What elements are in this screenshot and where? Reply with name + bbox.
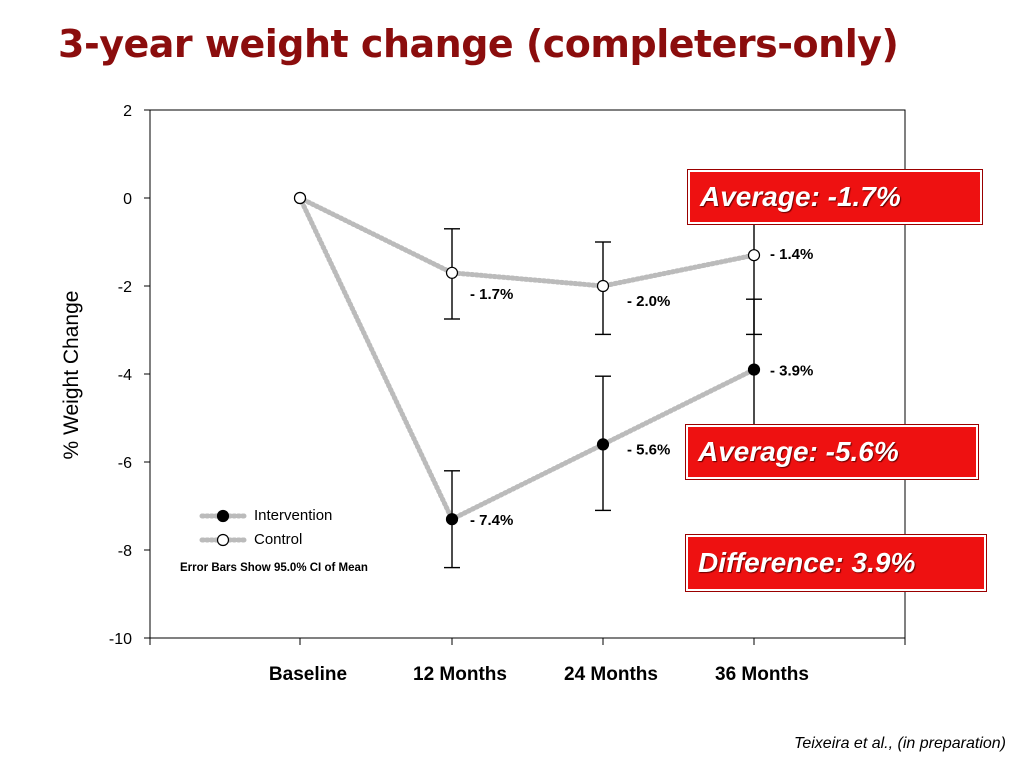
- series-line-intervention: [297, 195, 757, 523]
- data-point-intervention: [596, 438, 610, 451]
- callout-average-control: Average: -1.7%: [688, 170, 982, 224]
- y-tick-label: -10: [109, 631, 132, 648]
- series-line-control: [297, 195, 757, 289]
- x-tick-label: 12 Months: [413, 664, 507, 685]
- legend-control-label: Control: [254, 531, 303, 548]
- axes-layer: 2 0 -2 -4 -6 -8 -10 Baseline 12 Months 24 Months 3…: [109, 103, 906, 685]
- y-tick-label: 0: [123, 191, 132, 208]
- y-tick-label: -2: [118, 279, 132, 296]
- data-label-control: - 2.0%: [627, 293, 670, 310]
- errorbar-note: Error Bars Show 95.0% CI of Mean: [180, 562, 368, 574]
- data-point-control: [747, 249, 761, 262]
- citation: Teixeira et al., (in preparation): [794, 735, 1006, 752]
- y-tick-label: -6: [118, 455, 132, 472]
- x-tick-label: Baseline: [269, 664, 347, 685]
- callout-average-intervention: Average: -5.6%: [686, 425, 978, 479]
- data-label-control: - 1.4%: [770, 246, 813, 263]
- x-tick-label: 24 Months: [564, 664, 658, 685]
- data-point-control: [445, 266, 459, 279]
- data-point-control: [596, 279, 610, 293]
- data-point-intervention: [747, 363, 761, 376]
- callout-difference: Difference: 3.9%: [686, 535, 986, 591]
- y-tick-label: -8: [118, 543, 132, 560]
- x-tick-label: 36 Months: [715, 664, 809, 685]
- legend-intervention-label: Intervention: [254, 507, 333, 524]
- legend-layer: [199, 509, 247, 547]
- y-tick-label: 2: [123, 103, 132, 120]
- data-label-intervention: - 5.6%: [627, 441, 670, 458]
- y-tick-label: -4: [118, 367, 132, 384]
- series-layer: - 7.4% - 5.6% - 3.9% - 1.7% - 2.0% - 1.4%: [293, 175, 813, 569]
- y-axis-label: % Weight Change: [60, 290, 83, 460]
- legend-marker-control: [216, 533, 230, 547]
- data-label-control: - 1.7%: [470, 286, 513, 303]
- data-point-intervention: [445, 513, 459, 526]
- data-label-intervention: - 7.4%: [470, 512, 513, 529]
- slide-title: 3-year weight change (completers-only): [58, 22, 899, 66]
- data-label-intervention: - 3.9%: [770, 363, 813, 380]
- data-point-control: [293, 191, 307, 205]
- legend-marker-intervention: [216, 509, 230, 523]
